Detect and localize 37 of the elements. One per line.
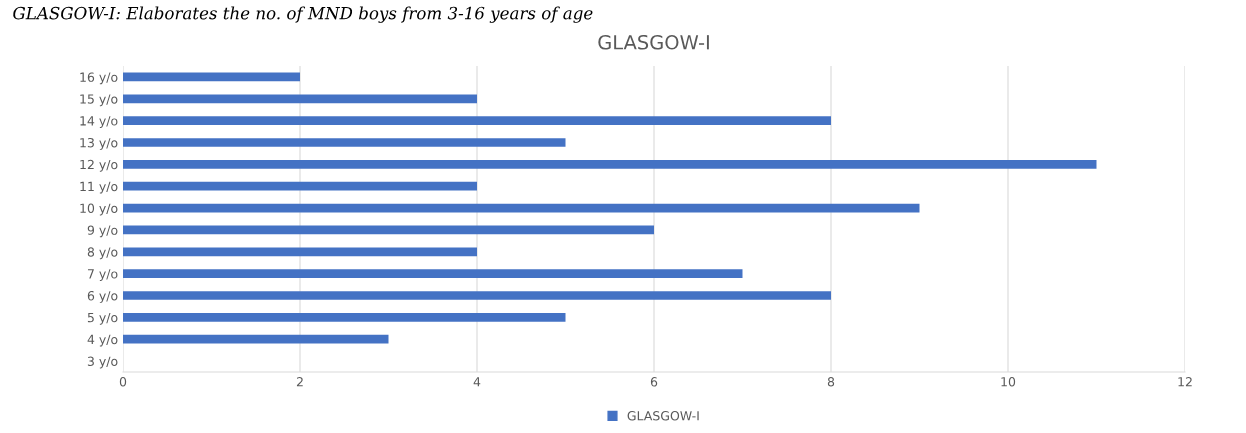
x-tick-label: 4 (473, 377, 481, 387)
bar (123, 72, 300, 82)
y-tick-label: 6 y/o (87, 290, 118, 303)
bar (123, 225, 654, 235)
x-tick-label: 2 (296, 377, 303, 387)
bar (123, 138, 566, 147)
bar (123, 181, 477, 191)
bar (123, 312, 566, 322)
y-tick-label: 7 y/o (87, 269, 118, 281)
x-tick-label: 0 (119, 377, 127, 387)
bar (123, 159, 1097, 169)
y-tick-label: 13 y/o (80, 137, 118, 150)
x-tick-label: 8 (827, 377, 835, 387)
bar (123, 269, 743, 279)
y-tick-label: 15 y/o (80, 94, 118, 107)
x-tick-label: 6 (650, 377, 658, 387)
y-tick-label: 14 y/o (80, 116, 118, 128)
text: GLASGOW-I: Elaborates the no. of MND boys from 3-16 years of age (13, 6, 593, 23)
bar (123, 291, 831, 300)
y-tick-label: 9 y/o (87, 225, 118, 238)
bar (123, 334, 389, 344)
bar (123, 203, 920, 213)
legend-label: GLASGOW-I (627, 411, 699, 421)
y-tick-label: 8 y/o (87, 247, 118, 260)
x-tick-label: 12 (1178, 377, 1192, 387)
chart-title: GLASGOW-I (598, 34, 709, 50)
x-tick-label: 10 (1001, 377, 1016, 387)
y-tick-label: 4 y/o (87, 334, 118, 347)
y-tick-label: 11 y/o (80, 181, 118, 194)
bar (123, 116, 831, 126)
bar (123, 94, 477, 104)
y-tick-label: 16 y/o (80, 72, 118, 85)
y-tick-label: 12 y/o (80, 159, 118, 172)
y-tick-label: 3 y/o (87, 356, 118, 369)
bar (123, 247, 477, 257)
y-tick-label: 5 y/o (87, 312, 118, 325)
y-tick-label: 10 y/o (80, 203, 118, 216)
